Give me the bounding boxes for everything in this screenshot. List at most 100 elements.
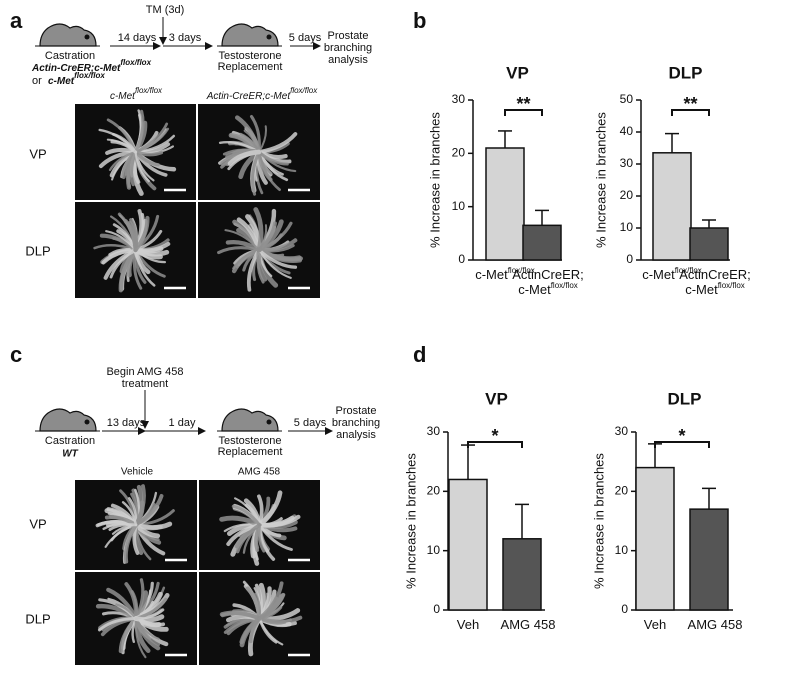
significance-bracket [504, 109, 543, 116]
y-tick-label: 10 [427, 543, 441, 557]
y-tick-label: 30 [615, 424, 629, 438]
branch [219, 515, 262, 528]
x-tick-label: AMG 458 [501, 617, 556, 632]
branch [235, 523, 262, 554]
column-label: Actin-CreER;c-Metflox/flox [206, 86, 318, 102]
bar [448, 478, 488, 611]
y-tick-label: 0 [458, 252, 465, 266]
label-sup: flox/flox [135, 86, 163, 95]
label: branching [324, 42, 372, 54]
branch [258, 617, 284, 646]
branch [129, 150, 138, 187]
x-tick-label: ActinCreER; [512, 267, 584, 282]
significance-label: * [491, 426, 498, 446]
x-tick-label: ActinCreER; [679, 267, 751, 282]
mouse-icon [221, 408, 279, 432]
y-axis-label: % Increase in branches [403, 453, 418, 589]
label: 3 days [169, 32, 202, 44]
genotype: Actin-CreER;c-Metflox/flox [31, 58, 152, 74]
label: analysis [328, 54, 368, 66]
y-tick-label: 0 [621, 602, 628, 616]
y-tick-label: 50 [620, 92, 634, 106]
chart-title: DLP [669, 63, 703, 82]
y-tick-label: 0 [433, 602, 440, 616]
branch [97, 617, 138, 632]
significance-bracket [654, 441, 710, 448]
y-tick-label: 20 [620, 188, 634, 202]
branch [108, 150, 137, 172]
significance-label: ** [516, 94, 530, 114]
branch [257, 150, 273, 182]
label: 5 days [289, 32, 322, 44]
branch [220, 611, 262, 621]
y-axis-label: % Increase in branches [593, 112, 608, 248]
bar [522, 224, 562, 261]
column-label: c-Metflox/flox [110, 86, 163, 102]
y-axis-label: % Increase in branches [591, 453, 606, 589]
branch [257, 523, 266, 553]
label: Begin AMG 458 [106, 366, 183, 378]
mouse-eye [266, 34, 272, 40]
column-label: AMG 458 [238, 467, 281, 478]
label: Replacement [218, 446, 283, 458]
branch [110, 140, 138, 154]
column-label: Vehicle [121, 467, 154, 478]
label-main: c-Met [48, 76, 75, 87]
branch [133, 614, 165, 623]
significance-label: * [678, 426, 685, 446]
y-tick-label: 10 [615, 543, 629, 557]
label: Testosterone [219, 50, 282, 62]
y-tick-label: 30 [452, 92, 466, 106]
label: branching [332, 417, 380, 429]
significance-bracket [467, 441, 523, 448]
row-label: DLP [25, 611, 50, 626]
branch [257, 248, 298, 269]
label-main: AMG 458 [688, 617, 743, 632]
y-tick-label: 10 [452, 199, 466, 213]
branch [245, 586, 262, 621]
y-tick-label: 30 [620, 156, 634, 170]
x-tick-label: AMG 458 [688, 617, 743, 632]
genotype: c-Metflox/flox [48, 71, 105, 87]
panel-label: d [413, 342, 426, 367]
y-tick-label: 20 [427, 484, 441, 498]
mouse-icon [39, 408, 97, 432]
branch [133, 109, 145, 154]
branch [133, 500, 145, 528]
label-sup: flox/flox [508, 266, 535, 275]
label-sup: flox/flox [551, 281, 578, 290]
label: Replacement [218, 61, 283, 73]
label-main: ActinCreER; [679, 267, 751, 282]
chart-title: VP [485, 389, 508, 408]
panel-label: b [413, 8, 426, 33]
branch [249, 114, 261, 154]
label: Castration [45, 50, 95, 62]
mouse-eye [84, 34, 90, 40]
y-tick-label: 40 [620, 124, 634, 138]
branch [257, 132, 298, 154]
panel-label: c [10, 342, 22, 367]
label-main: AMG 458 [501, 617, 556, 632]
panel-label: a [10, 8, 23, 33]
label: 13 days [107, 417, 146, 429]
row-label: VP [29, 516, 46, 531]
label: WT [62, 449, 78, 460]
bar [485, 147, 525, 261]
label-main: c-Met [475, 267, 508, 282]
branch [124, 582, 138, 621]
branch [134, 248, 156, 287]
branch [133, 247, 170, 257]
mouse-icon [221, 23, 279, 47]
y-axis-label: % Increase in branches [427, 112, 442, 248]
branch [134, 150, 150, 183]
chart-title: DLP [668, 389, 702, 408]
label-main: c-Met [685, 282, 718, 297]
mouse-eye [266, 419, 272, 425]
label-sup: flox/flox [675, 266, 702, 275]
y-tick-label: 20 [452, 146, 466, 160]
branch [134, 616, 161, 647]
row-label: VP [29, 146, 46, 161]
x-tick-label: c-Metflox/flox [642, 266, 702, 282]
branch [258, 523, 293, 551]
